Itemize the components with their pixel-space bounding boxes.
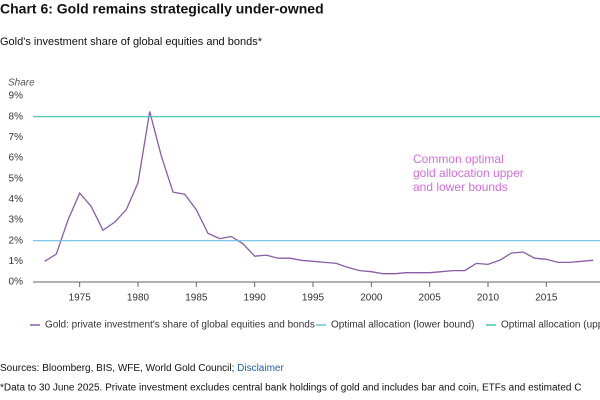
series-line [44, 111, 594, 275]
y-axis-label: Share [8, 78, 35, 89]
y-tick-label: 2% [9, 235, 24, 246]
y-tick-label: 4% [9, 194, 24, 205]
annotation: Common optimal [413, 152, 504, 166]
x-tick-label: 2010 [477, 293, 500, 304]
x-tick-label: 1990 [244, 293, 267, 304]
sources-text: Sources: Bloomberg, BIS, WFE, World Gold… [0, 363, 234, 374]
x-tick-label: 2015 [535, 293, 558, 304]
y-tick-label: 3% [9, 215, 24, 226]
y-tick-label: 7% [9, 132, 24, 143]
footnote: *Data to 30 June 2025. Private investmen… [0, 383, 581, 394]
y-tick-label: 1% [9, 256, 24, 267]
disclaimer-link[interactable]: Disclaimer [237, 363, 284, 374]
legend-label: Optimal allocation (uppe [501, 320, 600, 331]
y-tick-label: 8% [9, 111, 24, 122]
x-tick-label: 1985 [185, 293, 208, 304]
x-tick-label: 1980 [127, 293, 150, 304]
legend-label: Optimal allocation (lower bound) [331, 320, 474, 331]
annotation: and lower bounds [413, 180, 508, 194]
x-tick-label: 1975 [69, 293, 92, 304]
chart-subtitle: Gold's investment share of global equiti… [0, 36, 263, 48]
sources: Sources: Bloomberg, BIS, WFE, World Gold… [0, 363, 284, 374]
x-tick-label: 2005 [419, 293, 442, 304]
annotation: gold allocation upper [413, 166, 524, 180]
y-tick-label: 9% [9, 91, 24, 102]
chart-title: Chart 6: Gold remains strategically unde… [0, 1, 324, 17]
y-tick-label: 6% [9, 153, 24, 164]
legend-label: Gold: private investment's share of glob… [45, 320, 315, 331]
y-tick-label: 0% [9, 277, 24, 288]
y-tick-label: 5% [9, 173, 24, 184]
x-tick-label: 2000 [360, 293, 383, 304]
x-tick-label: 1995 [302, 293, 325, 304]
